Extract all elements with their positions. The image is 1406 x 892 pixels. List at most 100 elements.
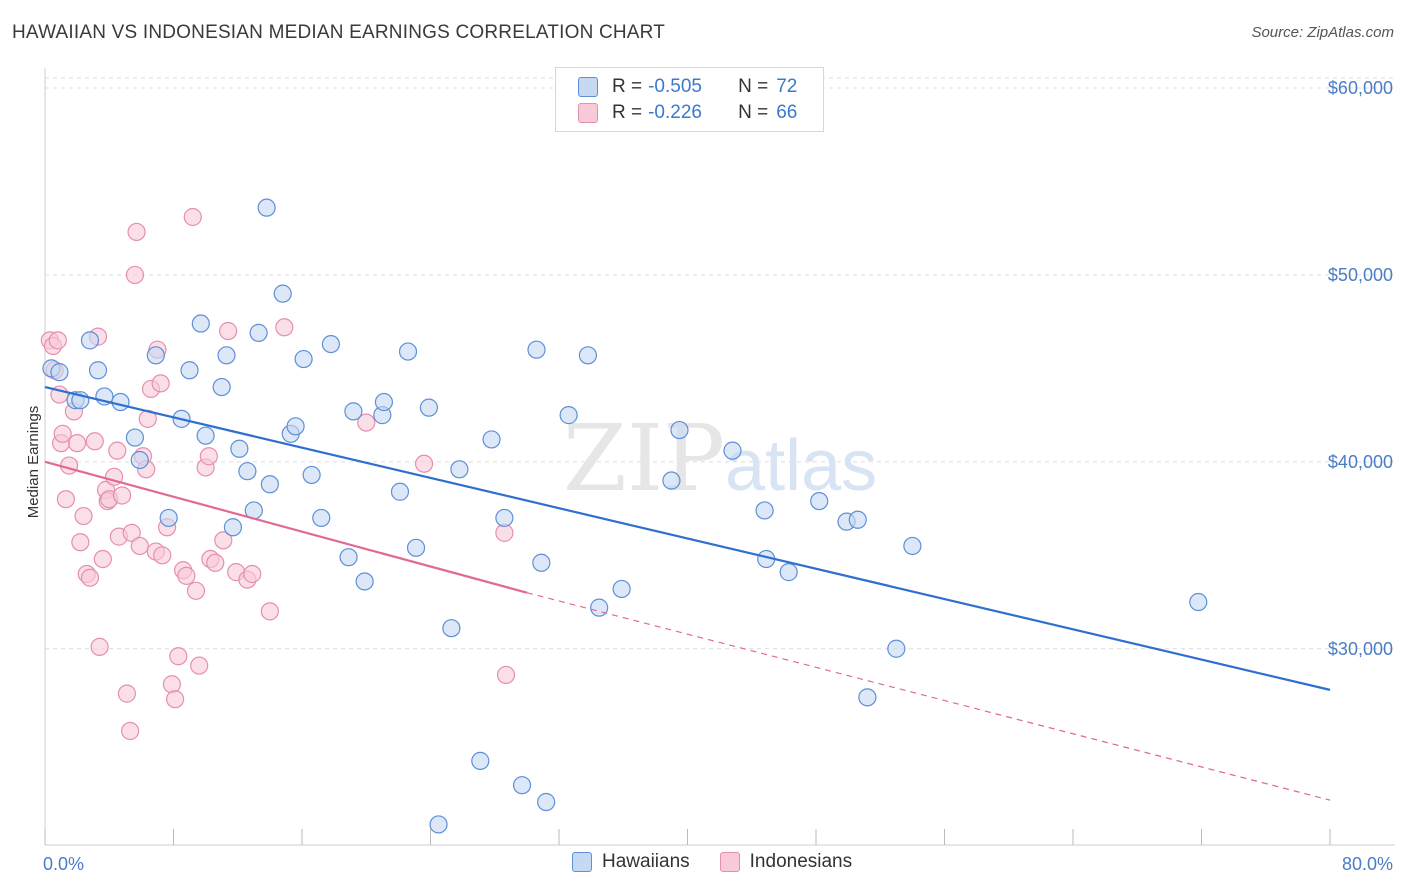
hawaiians-point	[590, 598, 609, 617]
hawaiians-point	[887, 639, 906, 658]
hawaiians-point	[419, 398, 438, 417]
chart-title: HAWAIIAN VS INDONESIAN MEDIAN EARNINGS C…	[12, 22, 666, 43]
indonesians-point	[121, 721, 140, 741]
grid-lines	[45, 77, 1395, 650]
series-label-indonesians: Indonesians	[749, 851, 853, 872]
indonesians-point	[199, 447, 218, 466]
indonesians-point	[127, 222, 146, 242]
hawaiians-point	[257, 198, 276, 217]
hawaiians-point	[196, 426, 215, 445]
hawaiians-point	[217, 346, 236, 365]
y-tick-label: $40,000	[1328, 452, 1393, 472]
legend-swatch-blue	[578, 77, 598, 97]
y-axis-label: Median Earnings	[25, 406, 42, 519]
hawaiians-point	[321, 334, 341, 354]
indonesians-point	[56, 490, 75, 509]
hawaiians-point	[406, 538, 426, 557]
hawaiians-point	[450, 460, 469, 479]
indonesians-point	[275, 318, 294, 337]
hawaiians-point	[495, 508, 514, 528]
hawaiians-point	[238, 462, 257, 481]
hawaiians-point	[88, 361, 108, 380]
hawaiians-point	[755, 501, 774, 520]
indonesians-point	[162, 675, 181, 694]
indonesians-point	[183, 207, 202, 227]
hawaiians-point	[302, 465, 321, 485]
hawaiians-point	[471, 751, 490, 770]
indonesians-point	[68, 434, 87, 453]
chart-source: Source: ZipAtlas.com	[1251, 24, 1394, 41]
hawaiians-point	[858, 688, 877, 707]
watermark-atlas: atlas	[725, 426, 877, 506]
watermark: ZIPatlas	[563, 405, 877, 512]
series-swatch-blue	[572, 852, 592, 872]
legend-r-label: R =	[612, 76, 643, 97]
legend-row-indonesians: R = -0.226 N = 66	[578, 101, 797, 125]
indonesians-point	[117, 684, 137, 703]
hawaiians-point	[390, 482, 410, 501]
x-tick-label-min: 0.0%	[43, 854, 84, 874]
hawaiians-point	[482, 430, 501, 449]
indonesians-point	[74, 506, 93, 526]
hawaiians-points	[42, 198, 1208, 834]
hawaiians-point	[512, 776, 532, 795]
indonesians-point	[112, 486, 132, 505]
indonesians-point	[186, 581, 206, 600]
indonesians-point	[59, 456, 79, 475]
legend-n-value: 72	[776, 76, 798, 97]
hawaiians-point	[212, 377, 231, 397]
indonesians-trend-extension	[526, 592, 1331, 801]
legend-n-label: N =	[738, 76, 769, 97]
indonesians-point	[151, 374, 170, 393]
indonesians-point	[108, 441, 127, 460]
hawaiians-point	[612, 579, 631, 599]
indonesians-point	[243, 564, 262, 584]
watermark-zip: ZIP	[563, 405, 725, 512]
trend-lines	[44, 386, 1331, 801]
indonesians-point	[153, 546, 172, 565]
indonesians-point	[357, 413, 376, 432]
series-label-hawaiians: Hawaiians	[602, 851, 690, 872]
hawaiians-point	[230, 439, 249, 458]
x-tick-label-max: 80.0%	[1342, 854, 1393, 874]
legend-row-hawaiians: R = -0.505 N = 72	[578, 75, 797, 99]
hawaiians-point	[260, 475, 279, 494]
indonesians-point	[80, 568, 100, 587]
hawaiians-point	[810, 491, 829, 511]
indonesians-point	[166, 690, 185, 709]
indonesians-points	[40, 207, 516, 741]
hawaiians-point	[286, 417, 305, 436]
legend-n-value: 66	[776, 102, 798, 123]
hawaiians-point	[249, 323, 268, 342]
indonesians-point	[85, 432, 104, 451]
indonesians-point	[260, 602, 279, 621]
hawaiians-point	[344, 402, 363, 421]
hawaiians-point	[670, 420, 689, 440]
hawaiians-point	[339, 548, 358, 567]
indonesians-point	[177, 566, 196, 585]
hawaiians-point	[374, 392, 394, 412]
indonesians-point	[48, 331, 67, 350]
hawaiians-point	[146, 346, 165, 365]
indonesians-point	[214, 531, 233, 550]
series-legend-indonesians: Indonesians	[719, 851, 853, 873]
indonesians-point	[130, 536, 149, 556]
series-legend-hawaiians: Hawaiians	[572, 851, 690, 873]
legend-r-value: -0.226	[648, 102, 702, 123]
hawaiians-point	[429, 815, 448, 834]
hawaiians-point	[578, 346, 598, 365]
hawaiians-point	[903, 536, 922, 556]
hawaiians-point	[559, 406, 578, 425]
correlation-legend: R = -0.505 N = 72 R = -0.226 N = 66	[555, 67, 824, 132]
indonesians-point	[414, 454, 434, 473]
axes	[44, 68, 1395, 846]
hawaiians-point	[1189, 592, 1208, 612]
y-tick-label: $30,000	[1328, 639, 1393, 659]
hawaiians-point	[111, 392, 130, 412]
indonesians-point	[93, 549, 112, 569]
indonesians-point	[169, 647, 188, 666]
legend-r-label: R =	[612, 102, 643, 123]
hawaiians-point	[355, 572, 374, 591]
legend-n-label: N =	[738, 102, 769, 123]
